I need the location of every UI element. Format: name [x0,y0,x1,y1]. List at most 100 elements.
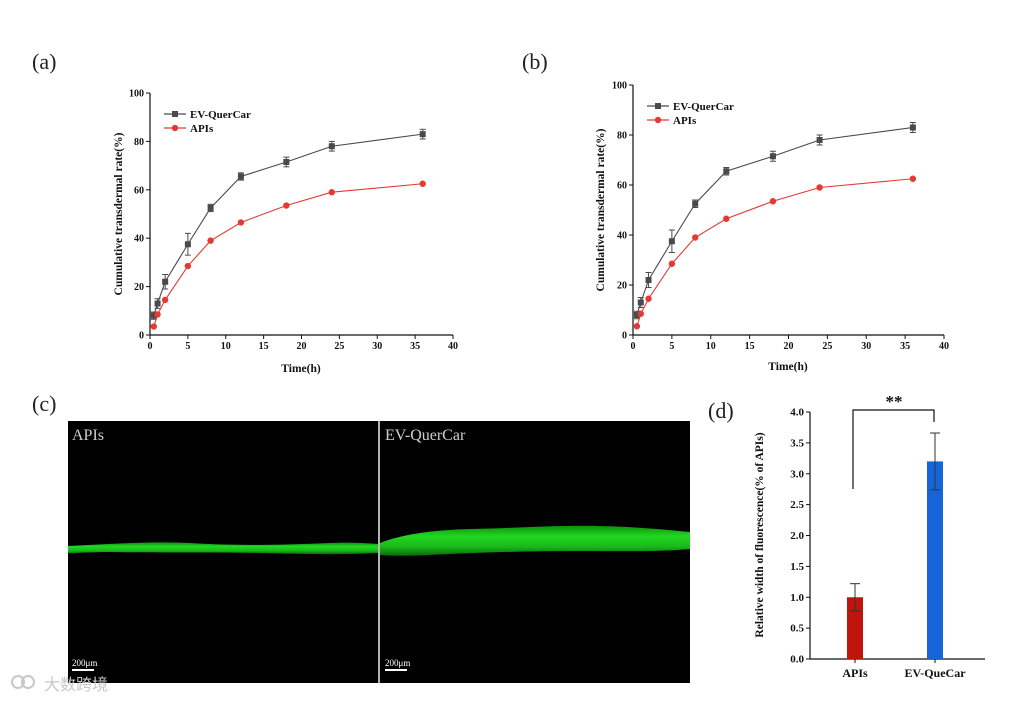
chart-a-series-apis-point [419,180,426,187]
chart-a-series-apis-point [150,323,157,330]
chart-b-series-apis-point [637,310,644,317]
chart-a-xtick-label: 5 [185,341,190,352]
chart-a-xtick-label: 10 [221,341,231,352]
chart-a-series-evquercar-legend-marker [172,111,178,117]
chart-b-series-evquercar-point [637,299,644,306]
chart-a-series-apis-point [237,219,245,226]
chart-d-ytick-label: 3.0 [790,468,804,480]
chart-b-ytick-label: 100 [612,81,627,92]
chart-b-xtick-label: 40 [939,341,949,352]
chart-a-series-apis-point [154,311,161,318]
chart-b-xtick-label: 0 [631,341,636,352]
chart-b-series-apis-point [668,260,676,267]
chart-a-ylabel: Cumulative transdermal rate(%) [113,132,125,295]
chart-b-series-evquercar-point [816,137,823,143]
chart-a-xtick-label: 30 [372,341,382,352]
chart-b-xtick-label: 35 [900,341,910,352]
chart-a-ytick-label: 100 [129,89,144,100]
chart-d-ytick-label: 4.0 [790,407,804,419]
chart-a-xtick-label: 15 [259,341,269,352]
chart-a-xtick-label: 40 [448,341,458,352]
chart-b-xlabel: Time(h) [768,361,808,373]
chart-a-series-apis-point [283,202,290,209]
chart-b-series-evquercar-point [909,124,916,131]
chart-d-bar-apis [847,597,863,659]
fluorescence-band-evquercar [380,525,690,556]
chart-a-xtick-label: 0 [148,341,153,352]
chart-b-series-evquercar-point [769,153,776,160]
watermark-logo-2 [21,675,35,689]
chart-b-xtick-label: 10 [706,341,716,352]
chart-b-xtick-label: 30 [861,341,871,352]
chart-b-series-apis-point [633,323,641,330]
chart-a-ytick-label: 20 [134,282,144,293]
chart-a-xtick-label: 25 [334,341,344,352]
chart-d-ytick-label: 1.5 [790,561,804,573]
scale-label-right: 200μm [385,658,410,668]
panel-label-c: (c) [32,391,56,416]
chart-d-bar-evquecar [927,461,943,659]
micrograph-left-label: APIs [72,427,104,444]
chart-b-series-apis-legend-marker [654,116,662,124]
chart-a-xlabel: Time(h) [281,363,321,375]
chart-a-series-evquercar-point [328,143,335,150]
chart-b-series-evquercar-point [645,277,652,283]
chart-b-series-evquercar-point [692,200,699,207]
chart-b-series-evquercar-point [633,312,640,318]
chart-b-series-apis-point [816,184,823,191]
chart-b-ytick-label: 80 [617,131,627,142]
panel-label-b: (b) [522,49,548,74]
chart-b-ytick-label: 20 [617,281,627,292]
panel-label-d: (d) [708,398,734,423]
fluorescence-band-apis [68,542,378,555]
chart-b-xtick-label: 25 [822,341,832,352]
chart-b-xtick-label: 5 [669,341,674,352]
chart-d-ytick-label: 2.5 [790,499,804,511]
chart-a-ytick-label: 40 [134,234,144,245]
chart-a-ytick-label: 0 [139,331,144,342]
micrograph-right-label: EV-QuerCar [385,427,466,444]
chart-a-series-apis-point [207,237,214,244]
chart-b-ytick-label: 40 [617,231,627,242]
chart-a-series-apis-legend-label: APIs [190,123,214,135]
chart-a-series-evquercar-point [237,173,244,180]
watermark-logo [11,675,25,689]
chart-a: Cumulative transdermal rate(%) Time(h) 0… [113,89,458,376]
chart-d-ylabel: Relative width of fluorescence(% of APIs… [754,432,766,637]
chart-b-xtick-label: 15 [745,341,755,352]
chart-b-series-evquercar-legend-label: EV-QuerCar [673,101,734,113]
scale-label-left: 200μm [72,658,97,668]
chart-b-xtick-label: 20 [784,341,794,352]
chart-d-category-label: APIs [842,666,868,680]
significance-marker: ** [886,392,903,411]
chart-d-ytick-label: 0.5 [790,623,804,635]
chart-b-series-apis-legend-label: APIs [673,115,697,127]
chart-a-series-apis-point [161,296,169,304]
chart-b-series-apis-point [769,198,777,205]
chart-b-series-apis-point [909,175,917,182]
chart-d-ytick-label: 1.0 [790,592,804,604]
chart-a-series-evquercar-legend-label: EV-QuerCar [190,109,251,121]
chart-a-ytick-label: 60 [134,185,144,196]
chart-b-series-apis-point [692,234,699,241]
chart-d-category-label: EV-QueCar [904,666,966,680]
chart-a-xtick-label: 20 [297,341,307,352]
chart-b-series-evquercar-legend-marker [655,103,661,109]
watermark-text: 大数跨境 [44,675,108,694]
chart-b: Cumulative transdermal rate(%) Time(h) 0… [595,81,949,374]
chart-d-ytick-label: 3.5 [790,437,804,449]
chart-a-series-evquercar-point [283,158,290,165]
chart-b-series-evquercar-point [668,238,675,245]
chart-a-series-evquercar-point [162,278,169,285]
chart-a-series-evquercar-point [184,241,191,248]
chart-b-series-apis-point [723,215,730,222]
chart-d: Relative width of fluorescence(% of APIs… [754,392,985,680]
chart-b-series-evquercar-point [723,168,730,175]
chart-b-ytick-label: 60 [617,181,627,192]
chart-d-ytick-label: 2.0 [790,530,804,542]
chart-d-ytick-label: 0.0 [790,654,804,666]
chart-a-xtick-label: 35 [410,341,420,352]
chart-a-series-evquercar-point [419,131,426,138]
significance-bracket [852,409,935,489]
